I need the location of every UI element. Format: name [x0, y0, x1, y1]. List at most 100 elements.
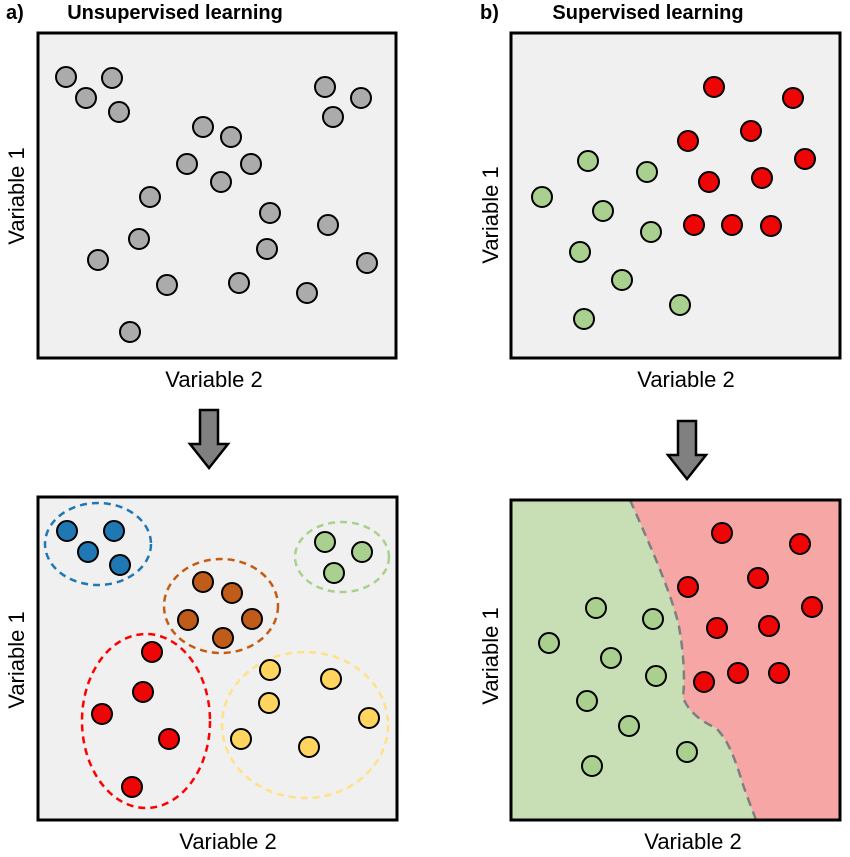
- unlabeled-points-dot: [259, 202, 281, 224]
- cluster-blue-ellipse: [43, 501, 153, 587]
- unlabeled-points-dot: [228, 272, 250, 294]
- unlabeled-points-dot: [87, 249, 109, 271]
- class-red-labeled-dot: [677, 130, 699, 152]
- cluster-red-points-dot: [158, 728, 180, 750]
- panel-d-y-axis-label: Variable 1: [478, 607, 503, 705]
- panel-b-title: Supervised learning: [552, 2, 744, 24]
- cluster-red-points-dot: [91, 703, 113, 725]
- unlabeled-points-dot: [296, 282, 318, 304]
- class-green-region-points-dot: [581, 755, 603, 777]
- unlabeled-points-dot: [108, 101, 130, 123]
- panel-d-x-axis-label: Variable 2: [644, 829, 742, 854]
- class-red-labeled-dot: [751, 167, 773, 189]
- unlabeled-points-dot: [55, 66, 77, 88]
- unlabeled-points-dot: [210, 171, 232, 193]
- cluster-yellow-points-dot: [230, 728, 252, 750]
- unlabeled-points-dot: [240, 153, 262, 175]
- class-red-region-points-dot: [801, 596, 823, 618]
- panel-d-border: [509, 498, 842, 822]
- cluster-brown-points-dot: [212, 627, 234, 649]
- cluster-yellow-points-dot: [320, 668, 342, 690]
- class-red-region-points-dot: [758, 615, 780, 637]
- class-green-region-points-dot: [585, 597, 607, 619]
- class-green-labeled-dot: [611, 269, 633, 291]
- class-red-labeled-dot: [698, 171, 720, 193]
- class-red-region-points-dot: [747, 567, 769, 589]
- panel-c-y-axis-label: Variable 1: [4, 611, 29, 709]
- cluster-yellow-points-dot: [358, 707, 380, 729]
- class-red-region-points-dot: [706, 617, 728, 639]
- cluster-yellow-points-dot: [298, 736, 320, 758]
- cluster-green-points-dot: [314, 531, 336, 553]
- panel-b-tag: b): [480, 2, 499, 24]
- class-red-region-points-dot: [711, 522, 733, 544]
- panel-a-tag: a): [6, 2, 24, 24]
- unlabeled-points-dot: [317, 214, 339, 236]
- cluster-red-points-dot: [121, 776, 143, 798]
- class-green-region-points-dot: [618, 715, 640, 737]
- cluster-yellow-points-dot: [258, 692, 280, 714]
- panel-a-plot-area: [36, 31, 398, 360]
- cluster-blue-points-dot: [103, 520, 125, 542]
- unlabeled-points-dot: [119, 321, 141, 343]
- unlabeled-points-dot: [101, 67, 123, 89]
- class-red-labeled-dot: [721, 214, 743, 236]
- cluster-green-points-dot: [323, 562, 345, 584]
- panel-a-y-axis-label: Variable 1: [4, 147, 29, 245]
- cluster-blue-points-dot: [77, 541, 99, 563]
- unlabeled-points-dot: [220, 126, 242, 148]
- region-green-class: [511, 500, 756, 820]
- unlabeled-points-dot: [139, 186, 161, 208]
- cluster-blue-points-dot: [56, 520, 78, 542]
- panel-c-x-axis-label: Variable 2: [179, 829, 277, 854]
- class-green-labeled-dot: [640, 221, 662, 243]
- cluster-brown-points-dot: [177, 609, 199, 631]
- unlabeled-points-dot: [176, 153, 198, 175]
- class-red-labeled-dot: [782, 87, 804, 109]
- cluster-yellow-ellipse: [220, 650, 390, 800]
- unlabeled-points-dot: [256, 238, 278, 260]
- cluster-yellow-points-dot: [259, 659, 281, 681]
- unlabeled-points-dot: [322, 106, 344, 128]
- cluster-green-points-dot: [351, 541, 373, 563]
- class-red-labeled-dot: [683, 214, 705, 236]
- class-red-region-points-dot: [693, 671, 715, 693]
- cluster-brown-points-dot: [192, 571, 214, 593]
- class-green-region-points-dot: [600, 647, 622, 669]
- unlabeled-points-dot: [75, 87, 97, 109]
- class-red-labeled-dot: [740, 120, 762, 142]
- unlabeled-points-dot: [192, 116, 214, 138]
- class-red-labeled-dot: [703, 76, 725, 98]
- class-green-region-points-dot: [538, 632, 560, 654]
- class-green-labeled-dot: [577, 150, 599, 172]
- decision-boundary: [628, 499, 758, 821]
- cluster-red-points-dot: [141, 641, 163, 663]
- class-green-labeled-dot: [569, 241, 591, 263]
- class-green-region-points-dot: [645, 665, 667, 687]
- class-red-region-points-dot: [768, 662, 790, 684]
- class-red-labeled-dot: [760, 215, 782, 237]
- class-red-region-points-dot: [789, 533, 811, 555]
- cluster-brown-ellipse: [162, 557, 280, 655]
- unlabeled-points-dot: [314, 76, 336, 98]
- panel-a-x-axis-label: Variable 2: [165, 367, 263, 392]
- class-red-region-points-dot: [677, 576, 699, 598]
- panel-b-y-axis-label: Variable 1: [478, 166, 503, 264]
- class-red-region-points-dot: [727, 662, 749, 684]
- class-green-labeled-dot: [531, 186, 553, 208]
- down-arrow-icon: [187, 408, 231, 471]
- unlabeled-points-dot: [128, 228, 150, 250]
- class-green-labeled-dot: [669, 294, 691, 316]
- cluster-red-ellipse: [80, 632, 212, 810]
- unlabeled-points-dot: [156, 274, 178, 296]
- cluster-brown-points-dot: [241, 608, 263, 630]
- cluster-green-ellipse: [293, 520, 391, 594]
- cluster-blue-points-dot: [109, 554, 131, 576]
- class-green-region-points-dot: [576, 690, 598, 712]
- class-green-labeled-dot: [592, 200, 614, 222]
- down-arrow-icon: [665, 419, 709, 482]
- cluster-brown-points-dot: [221, 582, 243, 604]
- class-green-region-points-dot: [676, 741, 698, 763]
- panel-b-x-axis-label: Variable 2: [637, 367, 735, 392]
